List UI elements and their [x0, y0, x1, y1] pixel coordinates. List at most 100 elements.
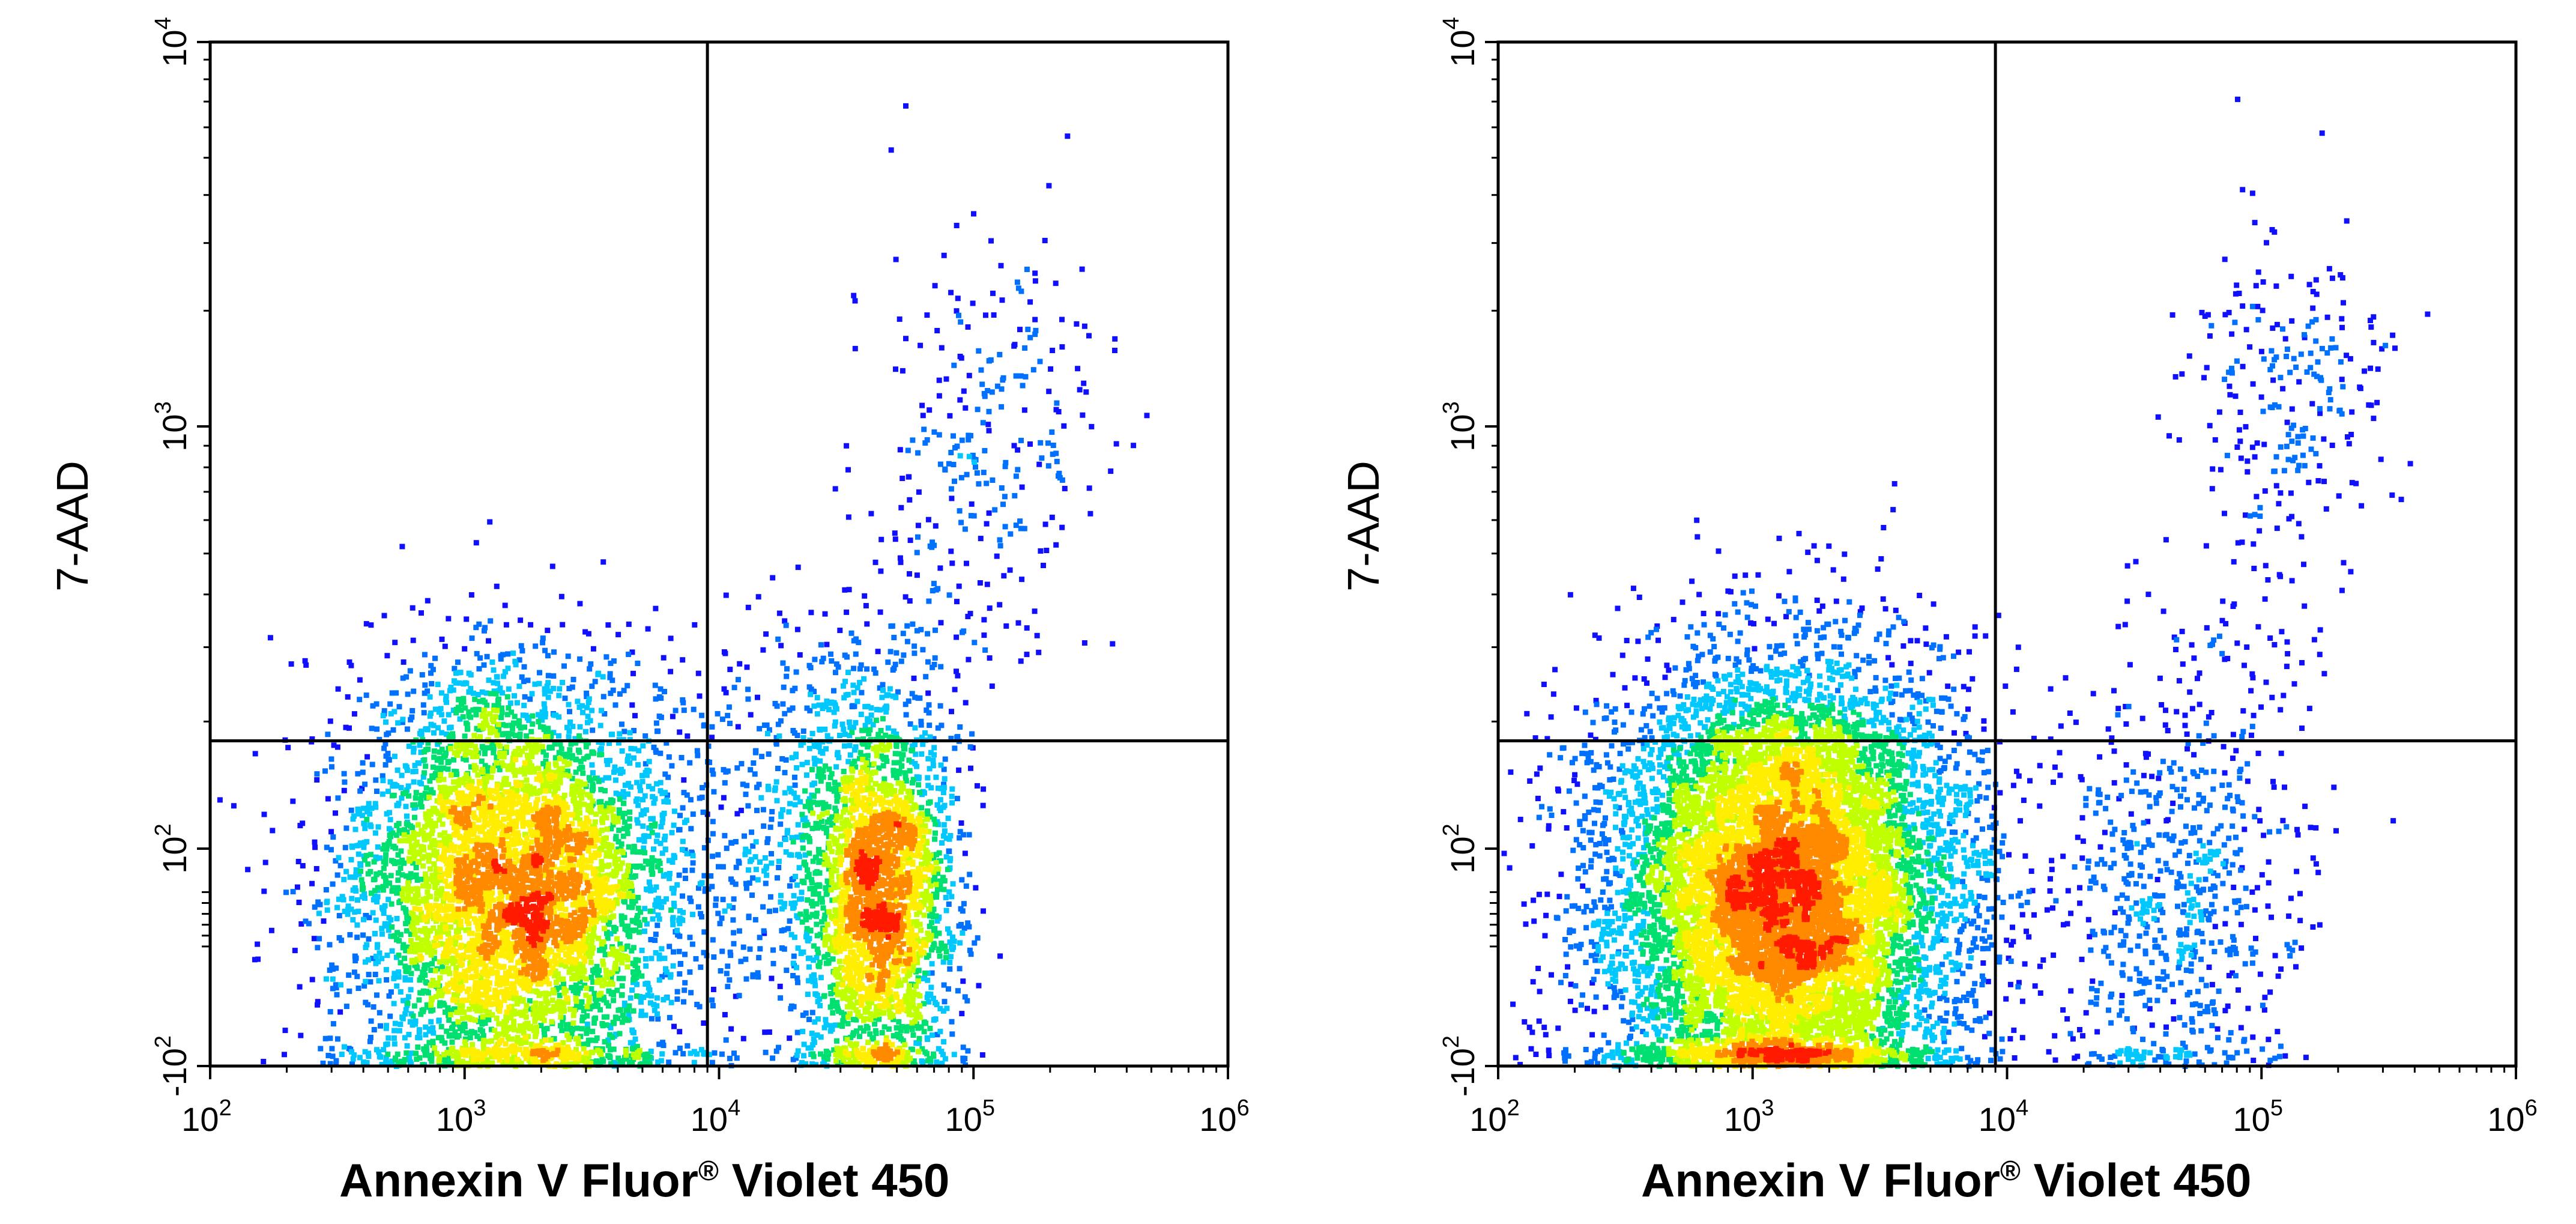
- event-dot: [345, 907, 351, 912]
- event-dot: [426, 1040, 432, 1046]
- event-dot: [617, 810, 623, 816]
- event-dot: [1045, 463, 1051, 469]
- event-dot: [545, 694, 551, 700]
- event-dot: [792, 900, 798, 906]
- event-dot: [607, 671, 613, 677]
- event-dot: [642, 981, 649, 987]
- event-dot: [374, 992, 379, 998]
- event-dot: [417, 742, 423, 748]
- event-dot: [590, 646, 596, 652]
- event-dot: [806, 850, 812, 856]
- event-dot: [986, 510, 992, 516]
- event-dot: [425, 598, 431, 604]
- event-dot: [584, 985, 590, 991]
- event-dot: [764, 872, 770, 878]
- event-dot: [573, 787, 579, 793]
- event-dot: [536, 765, 542, 771]
- event-dot: [302, 658, 308, 664]
- event-dot: [428, 1001, 434, 1007]
- event-dot: [794, 882, 800, 888]
- event-dot: [923, 674, 929, 680]
- event-dot: [804, 926, 810, 932]
- event-dot: [573, 987, 579, 993]
- event-dot: [832, 723, 838, 729]
- event-dot: [598, 990, 604, 996]
- event-dot: [542, 1010, 548, 1016]
- event-dot: [777, 983, 783, 989]
- event-dot: [613, 1031, 619, 1037]
- event-dot: [799, 896, 804, 902]
- event-dot: [391, 843, 397, 849]
- event-dot: [845, 467, 851, 473]
- event-dot: [773, 741, 779, 747]
- event-dot: [987, 358, 992, 364]
- event-dot: [897, 447, 903, 453]
- event-dot: [782, 901, 788, 907]
- event-dot: [510, 760, 516, 766]
- event-dot: [411, 834, 417, 840]
- event-dot: [976, 983, 982, 989]
- event-dot: [895, 689, 901, 695]
- event-dot: [428, 995, 434, 1001]
- event-dot: [914, 572, 920, 578]
- event-dot: [468, 686, 474, 692]
- event-dot: [439, 1038, 445, 1044]
- event-dot: [656, 694, 662, 700]
- event-dot: [392, 1041, 398, 1047]
- event-dot: [1086, 333, 1092, 339]
- event-dot: [803, 913, 809, 920]
- event-dot: [810, 858, 816, 864]
- event-dot: [423, 1032, 429, 1038]
- event-dot: [575, 963, 581, 969]
- event-dot: [464, 726, 470, 732]
- event-dot: [381, 907, 387, 913]
- event-dot: [615, 888, 621, 894]
- event-dot: [404, 726, 410, 732]
- event-dot: [801, 1053, 807, 1059]
- event-dot: [483, 718, 489, 723]
- event-dot: [1015, 447, 1021, 453]
- event-dot: [679, 847, 685, 853]
- event-dot: [921, 1029, 927, 1035]
- event-dot: [566, 728, 572, 734]
- event-dot: [482, 707, 488, 713]
- event-dot: [608, 690, 614, 696]
- event-dot: [914, 957, 920, 963]
- event-dot: [907, 984, 912, 990]
- event-dot: [498, 653, 504, 659]
- event-dot: [330, 834, 336, 840]
- event-dot: [551, 685, 556, 691]
- event-dot: [867, 727, 873, 733]
- event-dot: [624, 927, 630, 933]
- event-dot: [805, 822, 811, 828]
- event-dot: [957, 940, 963, 946]
- event-dot: [343, 1004, 349, 1010]
- event-dot: [914, 919, 919, 925]
- event-dot: [924, 312, 930, 318]
- event-dot: [896, 760, 903, 766]
- event-dot: [560, 976, 566, 982]
- event-dot: [629, 649, 635, 655]
- event-dot: [921, 834, 926, 840]
- event-dot: [462, 775, 468, 781]
- event-dot: [674, 882, 680, 888]
- event-dot: [432, 968, 438, 974]
- event-dot: [928, 1058, 934, 1064]
- event-dot: [698, 964, 704, 970]
- event-dot: [581, 1046, 587, 1052]
- event-dot: [1053, 280, 1059, 286]
- event-dot: [377, 855, 383, 861]
- event-dot: [374, 789, 379, 794]
- event-dot: [418, 975, 424, 981]
- event-dot: [372, 972, 378, 977]
- event-dot: [496, 696, 501, 702]
- event-dot: [917, 695, 923, 701]
- event-dot: [453, 1049, 459, 1055]
- event-dot: [925, 953, 931, 959]
- event-dot: [483, 778, 489, 784]
- event-dot: [599, 828, 605, 833]
- event-dot: [799, 1059, 805, 1065]
- event-dot: [749, 856, 755, 862]
- event-dot: [826, 786, 832, 792]
- event-dot: [573, 769, 579, 775]
